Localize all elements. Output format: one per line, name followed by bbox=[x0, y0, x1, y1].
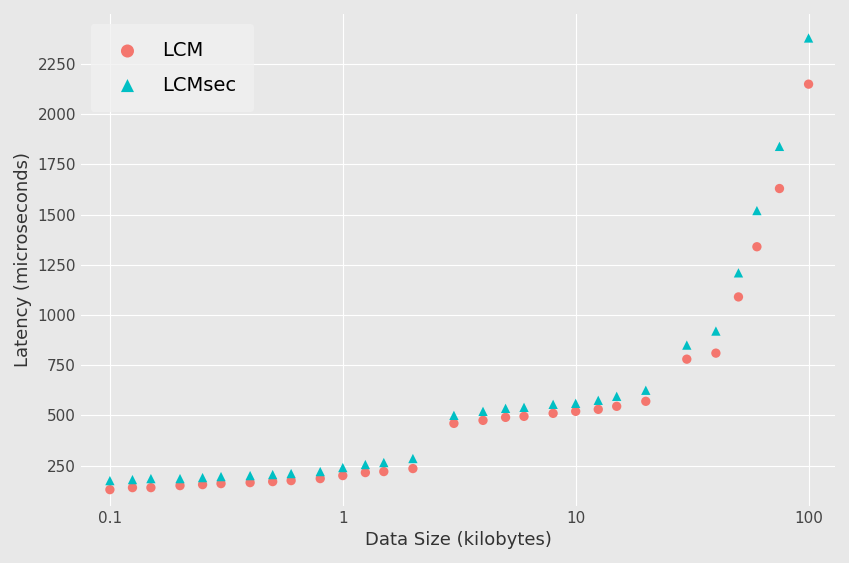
LCM bbox=[773, 184, 786, 193]
Y-axis label: Latency (microseconds): Latency (microseconds) bbox=[14, 153, 32, 367]
LCMsec bbox=[103, 476, 116, 485]
LCM bbox=[103, 485, 116, 494]
LCM bbox=[313, 474, 327, 483]
LCM bbox=[680, 355, 694, 364]
LCM bbox=[639, 397, 653, 406]
LCMsec bbox=[498, 404, 512, 413]
LCMsec bbox=[732, 269, 745, 278]
LCMsec bbox=[639, 386, 653, 395]
LCM bbox=[244, 478, 257, 487]
LCMsec bbox=[266, 470, 279, 479]
LCM bbox=[214, 479, 228, 488]
LCMsec bbox=[406, 454, 419, 463]
LCMsec bbox=[709, 327, 722, 336]
LCM bbox=[126, 483, 139, 492]
LCM bbox=[284, 476, 298, 485]
LCM bbox=[358, 468, 372, 477]
LCM bbox=[801, 79, 815, 88]
LCM bbox=[266, 477, 279, 486]
LCM bbox=[476, 416, 490, 425]
LCM bbox=[546, 409, 559, 418]
LCMsec bbox=[358, 460, 372, 469]
LCMsec bbox=[284, 469, 298, 478]
LCM bbox=[377, 467, 391, 476]
LCM bbox=[196, 480, 210, 489]
LCM bbox=[144, 483, 158, 492]
LCMsec bbox=[476, 407, 490, 416]
LCM bbox=[751, 242, 764, 251]
LCM bbox=[406, 464, 419, 473]
LCMsec bbox=[751, 206, 764, 215]
LCM bbox=[498, 413, 512, 422]
LCMsec bbox=[447, 411, 461, 420]
LCM bbox=[517, 412, 531, 421]
LCMsec bbox=[569, 399, 582, 408]
LCMsec bbox=[244, 471, 257, 480]
LCM bbox=[592, 405, 605, 414]
LCMsec bbox=[144, 474, 158, 483]
LCM bbox=[173, 481, 187, 490]
LCMsec bbox=[313, 467, 327, 476]
X-axis label: Data Size (kilobytes): Data Size (kilobytes) bbox=[364, 531, 551, 549]
LCM bbox=[569, 407, 582, 416]
LCM bbox=[336, 471, 350, 480]
LCM bbox=[447, 419, 461, 428]
LCMsec bbox=[773, 142, 786, 151]
LCM bbox=[732, 292, 745, 301]
LCMsec bbox=[680, 341, 694, 350]
LCM bbox=[610, 402, 623, 411]
Legend: LCM, LCMsec: LCM, LCMsec bbox=[91, 24, 254, 112]
LCMsec bbox=[610, 392, 623, 401]
LCMsec bbox=[173, 474, 187, 483]
LCMsec bbox=[546, 400, 559, 409]
LCMsec bbox=[214, 472, 228, 481]
LCMsec bbox=[336, 463, 350, 472]
LCMsec bbox=[377, 458, 391, 467]
LCMsec bbox=[196, 473, 210, 482]
LCM bbox=[709, 348, 722, 358]
LCMsec bbox=[517, 403, 531, 412]
LCMsec bbox=[801, 33, 815, 42]
LCMsec bbox=[126, 475, 139, 484]
LCMsec bbox=[592, 396, 605, 405]
